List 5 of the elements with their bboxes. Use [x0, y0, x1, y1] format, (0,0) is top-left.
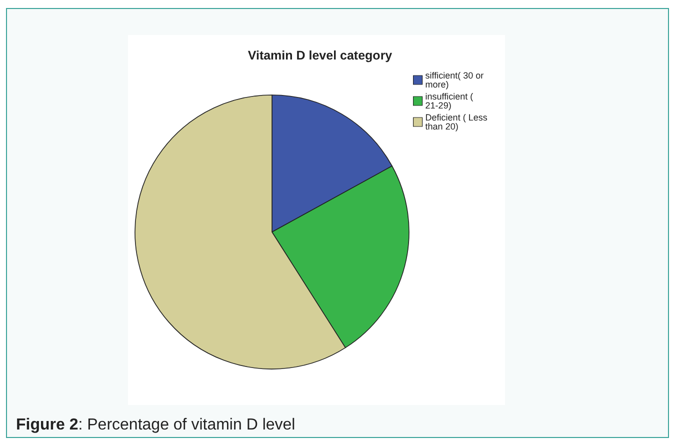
- legend-label: insufficient ( 21-29): [425, 92, 476, 110]
- legend-label: Deficient ( Less than 20): [425, 112, 490, 132]
- caption: Figure 2: Percentage of vitamin D level: [16, 416, 296, 434]
- legend-label: sifficient( 30 or more): [425, 70, 486, 90]
- chart-title: Vitamin D level category: [248, 48, 392, 62]
